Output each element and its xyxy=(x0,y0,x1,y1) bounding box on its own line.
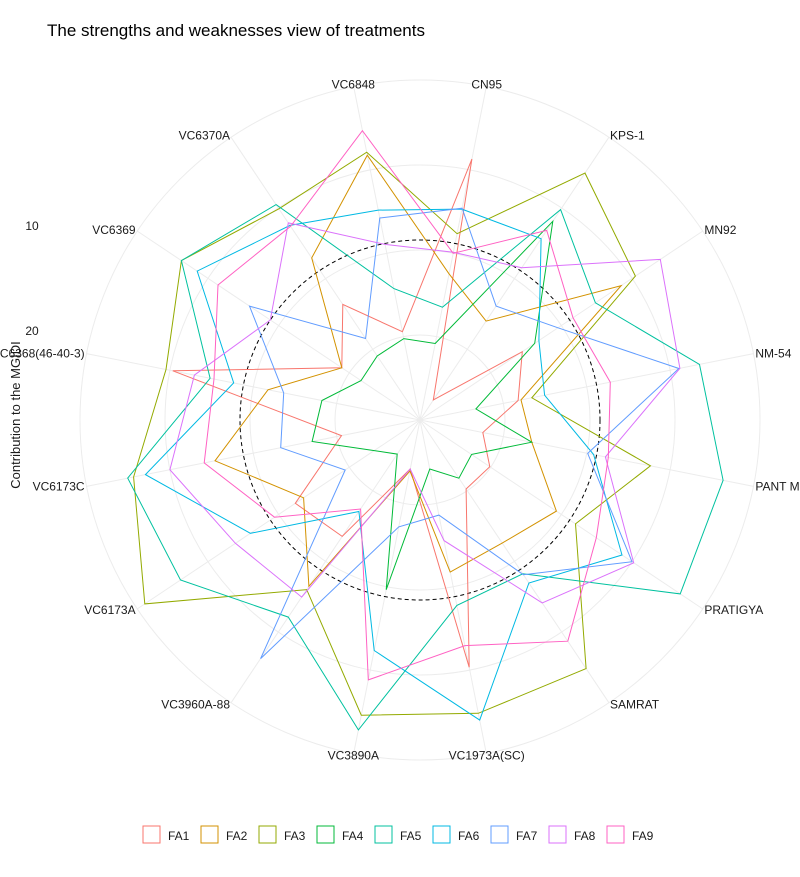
grid-spoke xyxy=(230,137,421,421)
reference-circle xyxy=(239,239,601,601)
grid-ring xyxy=(249,249,591,591)
category-label: MN92 xyxy=(704,223,736,237)
series-fa3 xyxy=(133,151,652,716)
legend-key xyxy=(490,825,509,844)
legend-key xyxy=(258,825,277,844)
category-label: PANT MUNG 2 xyxy=(755,480,800,494)
category-label: VC3890A xyxy=(328,748,379,762)
legend-item-fa2: FA2 xyxy=(200,825,248,844)
category-label: VC1973A(SC) xyxy=(449,748,525,762)
category-label: VC6369 xyxy=(92,223,136,237)
grid-spoke xyxy=(86,419,421,487)
legend-label: FA8 xyxy=(574,829,596,843)
category-label: VC6368(46-40-3) xyxy=(0,346,85,360)
category-label: VC6370A xyxy=(179,129,230,143)
legend: FA1 FA2 FA3 FA4 FA5 FA6 FA7 FA8 FA9 xyxy=(142,825,654,844)
radial-tick-label: 10 xyxy=(25,219,39,233)
series-fa6 xyxy=(144,208,623,721)
grid-spoke xyxy=(419,230,703,421)
legend-key xyxy=(142,825,161,844)
series-fa8 xyxy=(169,222,681,604)
grid-ring xyxy=(79,79,761,761)
grid-spoke xyxy=(419,419,754,487)
radial-tick-labels: 10 20 xyxy=(25,219,39,338)
legend-item-fa4: FA4 xyxy=(316,825,364,844)
series-fa7 xyxy=(248,207,680,659)
legend-key xyxy=(316,825,335,844)
radial-axis-title: Contribution to the MGIDI xyxy=(8,341,23,488)
radial-tick-label: 20 xyxy=(25,324,39,338)
legend-label: FA9 xyxy=(632,829,654,843)
legend-label: FA6 xyxy=(458,829,480,843)
legend-label: FA2 xyxy=(226,829,248,843)
category-label: KPS-1 xyxy=(610,129,645,143)
series-fa1 xyxy=(172,158,523,668)
category-label: VC3960A-88 xyxy=(161,697,230,711)
category-label: SAMRAT xyxy=(610,697,660,711)
legend-key xyxy=(374,825,393,844)
category-label: VC6848 xyxy=(332,78,376,92)
legend-item-fa5: FA5 xyxy=(374,825,422,844)
legend-key xyxy=(200,825,219,844)
grid-spoke xyxy=(419,137,610,421)
grid-spoke xyxy=(230,419,421,703)
grid-spoke xyxy=(419,419,610,703)
grid-ring xyxy=(334,334,506,506)
legend-item-fa1: FA1 xyxy=(142,825,190,844)
series-fa5 xyxy=(127,204,724,731)
category-label: NM-54 xyxy=(755,346,791,360)
legend-label: FA3 xyxy=(284,829,306,843)
grid-spoke xyxy=(353,86,421,421)
series-layer xyxy=(127,129,724,731)
grid-spoke xyxy=(137,419,421,610)
category-labels: CN95 KPS-1 MN92 NM-54 PANT MUNG 2 PRATIGYA SAM… xyxy=(0,78,800,763)
legend-item-fa6: FA6 xyxy=(432,825,480,844)
series-fa9 xyxy=(203,129,611,681)
legend-item-fa3: FA3 xyxy=(258,825,306,844)
category-label: CN95 xyxy=(471,78,502,92)
legend-item-fa9: FA9 xyxy=(606,825,654,844)
legend-item-fa8: FA8 xyxy=(548,825,596,844)
grid-spoke xyxy=(137,230,421,421)
series-fa4 xyxy=(311,219,554,590)
category-label: VC6173C xyxy=(33,480,85,494)
legend-key xyxy=(606,825,625,844)
grid-spoke xyxy=(419,419,703,610)
category-label: PRATIGYA xyxy=(704,603,763,617)
series-fa2 xyxy=(214,154,623,588)
legend-key xyxy=(548,825,567,844)
legend-label: FA4 xyxy=(342,829,364,843)
radar-grid xyxy=(79,79,761,761)
category-label: VC6173A xyxy=(84,603,135,617)
legend-key xyxy=(432,825,451,844)
grid-spoke xyxy=(419,419,487,754)
grid-ring xyxy=(164,164,676,676)
chart-title: The strengths and weaknesses view of tre… xyxy=(47,21,425,40)
legend-label: FA1 xyxy=(168,829,190,843)
legend-label: FA7 xyxy=(516,829,538,843)
legend-label: FA5 xyxy=(400,829,422,843)
grid-spoke xyxy=(86,353,421,421)
legend-item-fa7: FA7 xyxy=(490,825,538,844)
